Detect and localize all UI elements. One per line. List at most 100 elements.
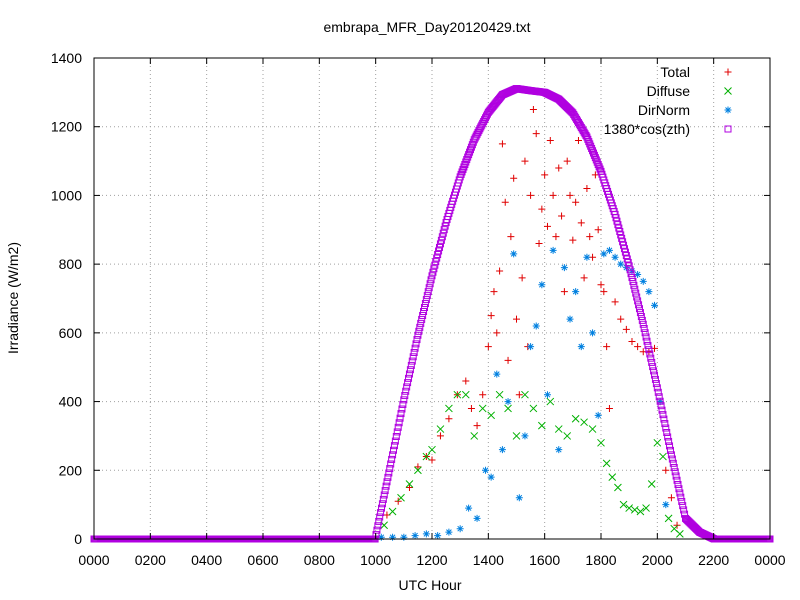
diffuse-point [504,404,512,413]
cos-point [398,405,406,413]
x-tick-label: 1200 [416,552,447,568]
total-point [532,130,540,138]
diffuse-point [529,404,538,413]
dirnorm-point [527,343,535,351]
cos-point [679,502,687,510]
cos-point [660,415,668,423]
diffuse-point [659,452,667,461]
cos-point [419,311,427,319]
total-point [583,185,591,193]
cos-point [416,323,424,331]
dirnorm-point [456,525,464,533]
diffuse-point [512,432,521,440]
total-point [462,377,470,385]
cos-point [645,346,653,354]
total-point [597,281,605,289]
cos-point [637,312,645,320]
x-tick-label: 0000 [754,552,785,568]
dirnorm-point [600,250,608,258]
diffuse-point [487,411,496,420]
grid [94,58,770,539]
cos-point [378,500,386,508]
dirnorm-point [560,264,568,272]
cos-point [411,344,419,352]
cos-point [646,350,654,358]
cos-point [590,151,598,159]
cos-point [636,309,644,317]
cos-point [440,226,448,234]
total-point [667,494,675,502]
cos-point [652,380,660,388]
legend-label: 1380*cos(zth) [604,121,690,137]
cos-point [641,329,649,337]
cos-point [656,397,664,405]
legend-marker [724,106,732,114]
x-tick-label: 0400 [191,552,222,568]
dirnorm-point [498,446,506,454]
cos-point [627,270,635,278]
dirnorm-point [521,432,529,440]
total-point [611,298,619,306]
dirnorm-point [662,501,670,509]
dirnorm-point [434,532,442,540]
total-point [501,198,509,206]
cos-point [413,336,421,344]
total-point [493,329,501,337]
legend-label: DirNorm [638,102,690,118]
diffuse-point [397,493,405,502]
diffuse-point [445,404,453,413]
cos-point [671,468,679,476]
y-axis: 0 200 400 600 800 1000 1200 1400 [51,50,770,547]
cos-point [587,142,595,150]
total-point [487,312,495,320]
cos-point [633,293,641,301]
cos-point [663,428,671,436]
cos-point [420,307,428,315]
dirnorm-point [493,370,501,378]
total-point [445,415,453,423]
dirnorm-point [577,343,585,351]
cos-point [377,509,385,517]
cos-point [378,504,386,512]
cos-point [655,393,663,401]
dirnorm-point [656,398,664,406]
cos-point [405,370,413,378]
cos-point [439,229,447,237]
total-point [467,404,475,412]
diffuse-point [597,438,605,447]
cos-point [434,251,442,259]
total-point [552,233,560,241]
cos-point [437,236,445,244]
dirnorm-point [389,533,397,541]
cos-point [661,420,669,428]
y-tick-label: 800 [59,256,83,272]
cos-point [629,277,637,285]
x-tick-label: 0600 [247,552,278,568]
total-point [580,274,588,282]
cos-point [594,161,602,169]
cos-point [653,384,661,392]
cos-point [649,363,657,371]
cos-point [595,163,603,171]
x-tick-label: 0000 [78,552,109,568]
x-tick-label: 2000 [642,552,673,568]
dirnorm-point [617,260,625,268]
total-point [662,466,670,474]
diffuse-point [414,466,422,475]
total-point [521,157,529,165]
total-point [569,236,577,244]
total-point [518,274,526,282]
diffuse-point [602,459,611,468]
dirnorm-point [482,466,490,474]
total-point [473,422,481,430]
cos-point [406,366,414,374]
cos-point [659,411,667,419]
x-tick-label: 0200 [135,552,166,568]
cos-point [647,354,655,362]
cos-point [680,506,688,514]
cos-point [431,261,439,269]
total-point [566,191,574,199]
cos-point [435,247,443,255]
cos-point [589,149,597,157]
cos-point [666,442,674,450]
